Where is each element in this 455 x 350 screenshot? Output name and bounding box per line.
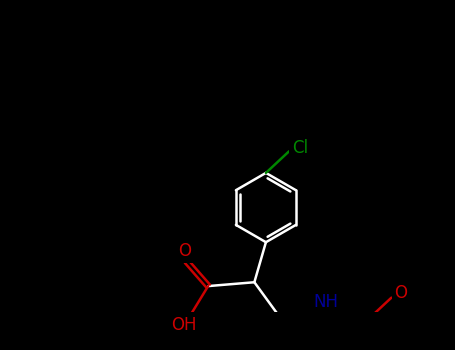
Text: O: O [394,284,407,302]
Text: OH: OH [171,316,196,334]
Text: NH: NH [313,293,339,311]
Text: Cl: Cl [292,139,308,157]
Text: O: O [178,243,192,260]
